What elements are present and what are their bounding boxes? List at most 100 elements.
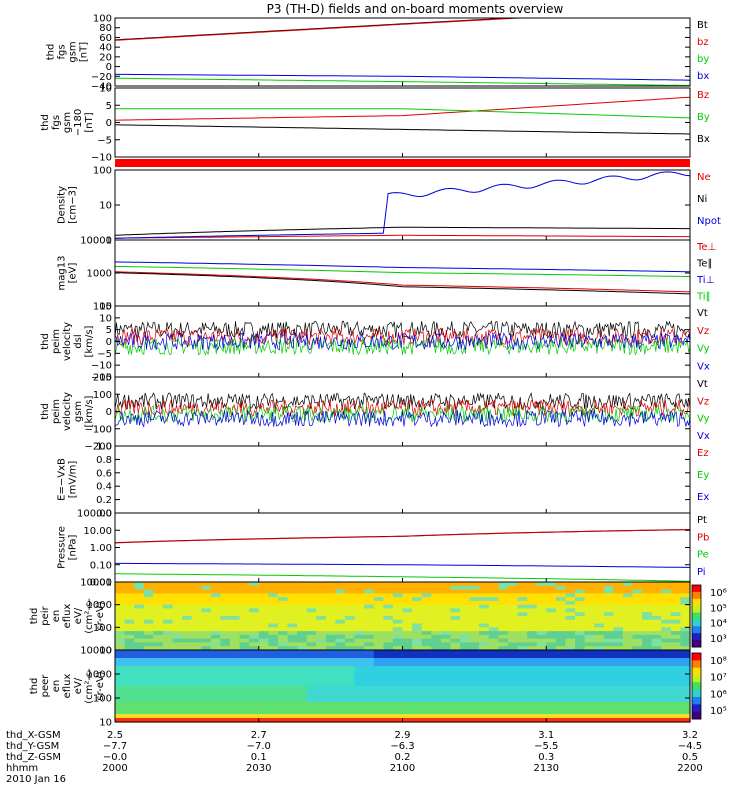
spectrogram-cell [575, 706, 586, 711]
spectrogram-cell [191, 638, 202, 644]
spectrogram-cell [613, 710, 624, 715]
spectrogram-cell [268, 670, 279, 675]
spectrogram-cell [258, 619, 269, 625]
spectrogram-cell [268, 678, 279, 683]
spectrogram-cell [431, 674, 442, 679]
spectrogram-cell [268, 662, 279, 667]
spectrogram-cell [469, 650, 480, 655]
spectrogram-cell [306, 678, 317, 683]
spectrogram-cell [162, 662, 174, 667]
spectrogram-cell [239, 623, 250, 628]
spectrogram-cell [287, 702, 298, 707]
spectrogram-cell [575, 718, 586, 723]
legend-Ti⊥: Ti⊥ [696, 275, 714, 286]
spectrogram-cell [498, 650, 509, 655]
spectrogram-cell [230, 650, 241, 655]
spectrogram-cell [412, 702, 423, 707]
spectrogram-cell [402, 674, 413, 679]
spectrogram-cell [325, 678, 337, 683]
spectrogram-cell [306, 585, 317, 591]
spectrogram-cell [565, 698, 576, 703]
spectrogram-cell [680, 654, 691, 659]
spectrogram-cell [143, 718, 154, 723]
spectrogram-cell [527, 678, 538, 683]
spectrogram-cell [527, 638, 538, 644]
y-tick-label: 200 [93, 373, 112, 384]
spectrogram-cell [680, 589, 691, 594]
spectrogram-cell [661, 682, 672, 687]
spectrogram-cell [421, 698, 432, 703]
spectrogram-cell [239, 670, 250, 675]
spectrogram-cell [527, 694, 538, 699]
spectrogram-cell [546, 634, 557, 640]
spectrogram-cell [507, 694, 519, 699]
spectrogram-cell [143, 678, 154, 683]
spectrogram-cell [210, 702, 222, 707]
spectrogram-cell [575, 623, 586, 628]
spectrogram-cell [440, 666, 452, 671]
spectrogram-cell [555, 670, 567, 675]
spectrogram-cell [584, 616, 595, 621]
spectrogram-cell [421, 589, 432, 594]
spectrogram-cell [622, 694, 634, 699]
spectrogram-cell [421, 714, 432, 719]
spectrogram-cell [575, 627, 586, 632]
y-tick-label: −10 [91, 361, 112, 372]
spectrogram-cell [134, 616, 145, 621]
spectrogram-cell [201, 582, 212, 587]
spectrogram-cell [345, 585, 356, 591]
spectrogram-cell [527, 593, 538, 598]
spectrogram-cell [421, 674, 432, 679]
spectrogram-cell [354, 600, 365, 606]
annotation-value: −4.5 [678, 741, 702, 752]
spectrogram-cell [124, 597, 135, 602]
spectrogram-cell [402, 678, 413, 683]
spectrogram-cell [469, 593, 480, 598]
spectrogram-cell [642, 654, 653, 659]
spectrogram-cell [460, 690, 471, 695]
spectrogram-cell [575, 702, 586, 707]
spectrogram-cell [594, 650, 605, 655]
spectrogram-cell [297, 585, 308, 591]
spectrogram-cell [402, 714, 413, 719]
spectrogram-cell [115, 600, 126, 606]
spectrogram-cell [517, 623, 528, 628]
spectrogram-cell [249, 682, 260, 687]
panel-frame [114, 512, 691, 583]
spectrogram-cell [239, 678, 250, 683]
spectrogram-cell [536, 714, 547, 719]
spectrogram-cell [210, 706, 222, 711]
spectrogram-cell [182, 702, 193, 707]
spectrogram-cell [412, 634, 423, 640]
spectrogram-cell [555, 642, 567, 647]
spectrogram-cell [546, 597, 557, 602]
spectrogram-cell [517, 604, 528, 610]
spectrogram-cell [651, 600, 662, 606]
spectrogram-cell [402, 670, 413, 675]
spectrogram-cell [555, 690, 567, 695]
spectrogram-cell [153, 585, 164, 591]
spectrogram-cell [421, 623, 432, 628]
spectrogram-cell [642, 682, 653, 687]
spectrogram-cell [191, 616, 202, 621]
spectrogram-cell [488, 627, 499, 632]
spectrogram-cell [383, 686, 394, 691]
spectrogram-cell [316, 714, 327, 719]
spectrogram-cell [488, 646, 499, 651]
spectrogram-cell [440, 582, 452, 587]
spectrogram-cell [412, 666, 423, 671]
spectrogram-cell [210, 619, 222, 625]
spectrogram-cell [460, 698, 471, 703]
spectrogram-cell [249, 666, 260, 671]
spectrogram-cell [143, 702, 154, 707]
spectrogram-cell [316, 623, 327, 628]
spectrogram-cell [383, 612, 394, 617]
spectrogram-cell [239, 619, 250, 625]
spectrogram-cell [210, 597, 222, 602]
spectrogram-cell [575, 634, 586, 640]
spectrogram-cell [268, 698, 279, 703]
spectrogram-cell [383, 654, 394, 659]
spectrogram-cell [460, 654, 471, 659]
spectrogram-cell [469, 582, 480, 587]
spectrogram-cell [498, 666, 509, 671]
